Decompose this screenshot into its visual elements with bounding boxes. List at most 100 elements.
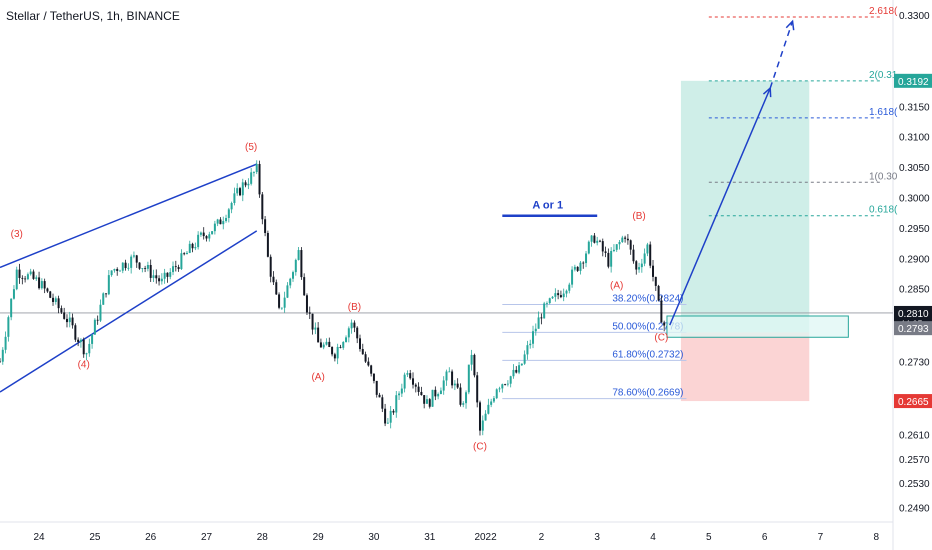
candle-body (409, 373, 412, 379)
candle-body (339, 346, 342, 348)
candle-body (462, 403, 465, 405)
candle-body (417, 386, 420, 392)
y-tick-label-5: 0.2950 (899, 224, 930, 235)
candle-body (266, 232, 269, 257)
candle-body (205, 236, 208, 239)
wave-label-8: (C) (654, 332, 668, 343)
candle-body (562, 293, 565, 298)
candle-body (545, 303, 548, 304)
y-tick-label-7: 0.2850 (899, 285, 930, 296)
projection-dashed-line (769, 21, 794, 89)
candle-body (118, 270, 121, 272)
extension-label-1: 1(0.30 (869, 171, 898, 182)
candle-body (551, 296, 554, 299)
candle-body (453, 383, 456, 386)
candle-body (225, 217, 228, 222)
candle-body (158, 278, 161, 282)
x-tick-label-9: 2 (539, 532, 545, 543)
y-tick-label-12: 0.2490 (899, 503, 930, 514)
candle-body (342, 342, 345, 348)
retracement-label-0: 38.20%(0.2824) (612, 293, 683, 304)
extension-label-3: 2(0.31 (869, 70, 898, 81)
candle-body (557, 293, 560, 296)
projection-solid-line (669, 87, 771, 326)
candle-body (138, 262, 141, 269)
retracement-label-2: 61.80%(0.2732) (612, 349, 683, 360)
y-tick-label-10: 0.2570 (899, 455, 930, 466)
candle-body (568, 284, 571, 291)
x-tick-label-0: 24 (34, 532, 46, 543)
wave-label-4: (B) (348, 302, 361, 313)
y-tick-label-1: 0.3150 (899, 102, 930, 113)
candle-body (384, 408, 387, 424)
candle-body (152, 275, 155, 278)
candle-body (325, 341, 328, 345)
wave-label-1: (4) (78, 360, 90, 371)
candle-body (132, 255, 135, 257)
candle-body (412, 378, 415, 385)
candle-body (652, 265, 655, 277)
candle-body (303, 277, 306, 296)
candle-body (135, 255, 138, 263)
candle-body (286, 285, 289, 298)
candle-body (102, 293, 105, 305)
candle-body (400, 388, 403, 394)
candle-body (604, 251, 607, 253)
x-tick-label-14: 7 (818, 532, 824, 543)
candle-body (283, 297, 286, 308)
candle-body (24, 278, 27, 280)
candle-body (57, 298, 60, 309)
candle-body (370, 365, 373, 374)
y-tick-label-4: 0.3000 (899, 193, 930, 204)
candle-body (269, 256, 272, 277)
x-tick-label-5: 29 (313, 532, 325, 543)
candle-body (512, 369, 515, 377)
candle-body (456, 383, 459, 388)
candle-body (640, 263, 643, 268)
candle-body (219, 219, 222, 225)
candle-body (364, 354, 367, 362)
candle-body (624, 237, 627, 239)
candle-body (509, 376, 512, 384)
price-badge-2 (894, 321, 932, 336)
candle-body (82, 339, 85, 355)
candle-body (596, 240, 599, 243)
candle-body (442, 380, 445, 391)
trendline-lower-wedge (0, 230, 258, 393)
candle-body (124, 262, 127, 269)
candle-body (127, 267, 130, 269)
candle-body (314, 327, 317, 330)
candle-body (451, 371, 454, 386)
candle-body (317, 327, 320, 343)
candle-body (423, 395, 426, 404)
candle-body (177, 267, 180, 270)
x-tick-label-1: 25 (89, 532, 101, 543)
candle-body (492, 398, 495, 402)
candle-body (372, 373, 375, 381)
candle-body (252, 172, 255, 173)
projection-arrowhead-solid (762, 86, 772, 98)
candle-body (46, 288, 49, 292)
candle-body (211, 231, 214, 235)
candle-body (638, 267, 641, 270)
candle-body (21, 277, 24, 279)
candle-body (308, 312, 311, 314)
candle-body (643, 253, 646, 264)
candle-body (311, 313, 314, 330)
candle-body (481, 420, 484, 431)
candle-body (540, 317, 543, 319)
candle-body (520, 363, 523, 366)
candle-body (587, 241, 590, 254)
candle-body (255, 163, 258, 173)
wave-label-2: (5) (245, 142, 257, 153)
candle-body (559, 295, 562, 298)
candle-body (183, 253, 186, 255)
candle-body (593, 235, 596, 243)
candle-body (420, 391, 423, 396)
candle-body (333, 354, 336, 359)
candle-body (275, 282, 278, 295)
price-badge-3 (894, 394, 932, 409)
candle-body (403, 374, 406, 389)
candle-body (180, 253, 183, 270)
